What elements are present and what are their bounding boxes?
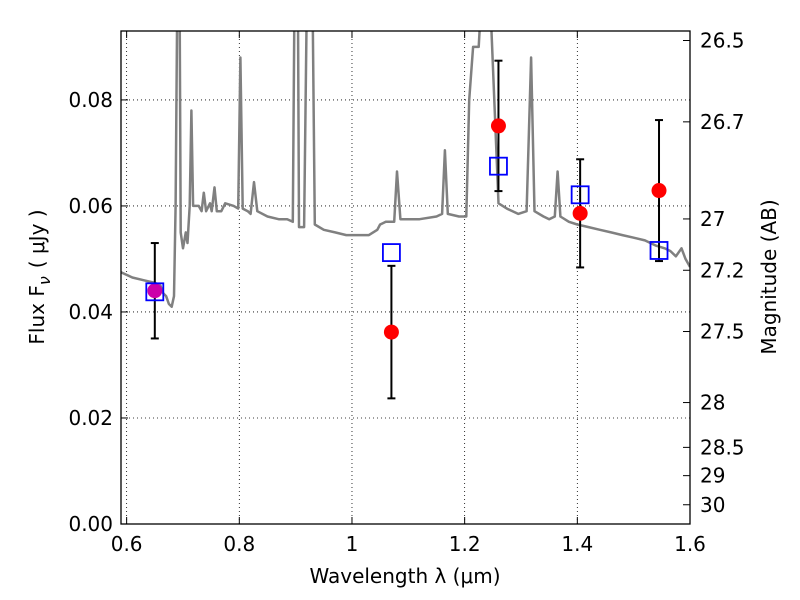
right-tick-label: 27 xyxy=(700,207,725,231)
y-tick-label: 0.08 xyxy=(68,88,113,112)
observed-flux-point xyxy=(147,283,163,299)
model-flux-square xyxy=(382,243,401,262)
y-axis-label-unit: ( μJy ) xyxy=(25,209,49,268)
x-tick-label: 1 xyxy=(346,532,359,556)
plot-frame xyxy=(120,30,691,525)
right-tick-label: 28.5 xyxy=(700,435,745,459)
right-tick-label: 27.5 xyxy=(700,320,745,344)
model-flux-square xyxy=(489,156,508,176)
plot-area xyxy=(121,31,690,308)
observed-flux-point xyxy=(490,118,506,134)
x-tick-label: 0.6 xyxy=(111,532,143,556)
svg-text:Flux Fν( μJy ): Flux Fν ( μJy ) xyxy=(25,209,54,344)
right-tick-label: 30 xyxy=(700,493,725,517)
x-tick-label: 1.2 xyxy=(449,532,481,556)
observed-flux-point xyxy=(383,324,399,340)
right-tick-label: 26.7 xyxy=(700,110,745,134)
x-tick-label: 1.4 xyxy=(561,532,593,556)
model-flux-square xyxy=(649,241,669,260)
y-axis-label: Flux Fν ( μJy ) xyxy=(25,209,54,344)
data-markers xyxy=(145,118,669,340)
x-tick-label: 0.8 xyxy=(223,532,255,556)
y-axis-label-text: Flux F xyxy=(25,285,49,344)
y-tick-label: 0.00 xyxy=(68,512,113,536)
model-flux-square xyxy=(570,185,590,205)
right-tick-label: 26.5 xyxy=(700,29,745,53)
right-tick-label: 28 xyxy=(700,391,725,415)
y-tick-label: 0.04 xyxy=(68,300,113,324)
right-axis-label: Magnitude (AB) xyxy=(757,199,781,354)
x-tick-label: 1.6 xyxy=(674,532,706,556)
template-spectrum-line xyxy=(121,31,690,308)
axes: 0.6 0.8 1 1.2 1.4 1.6 0.00 0.02 0.04 0.06 0.08 26.5… xyxy=(68,29,744,556)
right-tick-label: 29 xyxy=(700,464,725,488)
observed-flux-point xyxy=(572,205,588,221)
y-tick-label: 0.02 xyxy=(68,406,113,430)
right-tick-label: 27.2 xyxy=(700,258,745,282)
observed-flux-point xyxy=(651,183,667,199)
x-axis-label: Wavelength λ (μm) xyxy=(309,564,500,588)
y-axis-label-sub: ν xyxy=(35,276,54,285)
y-tick-label: 0.06 xyxy=(68,194,113,218)
model-flux-square xyxy=(145,282,165,302)
